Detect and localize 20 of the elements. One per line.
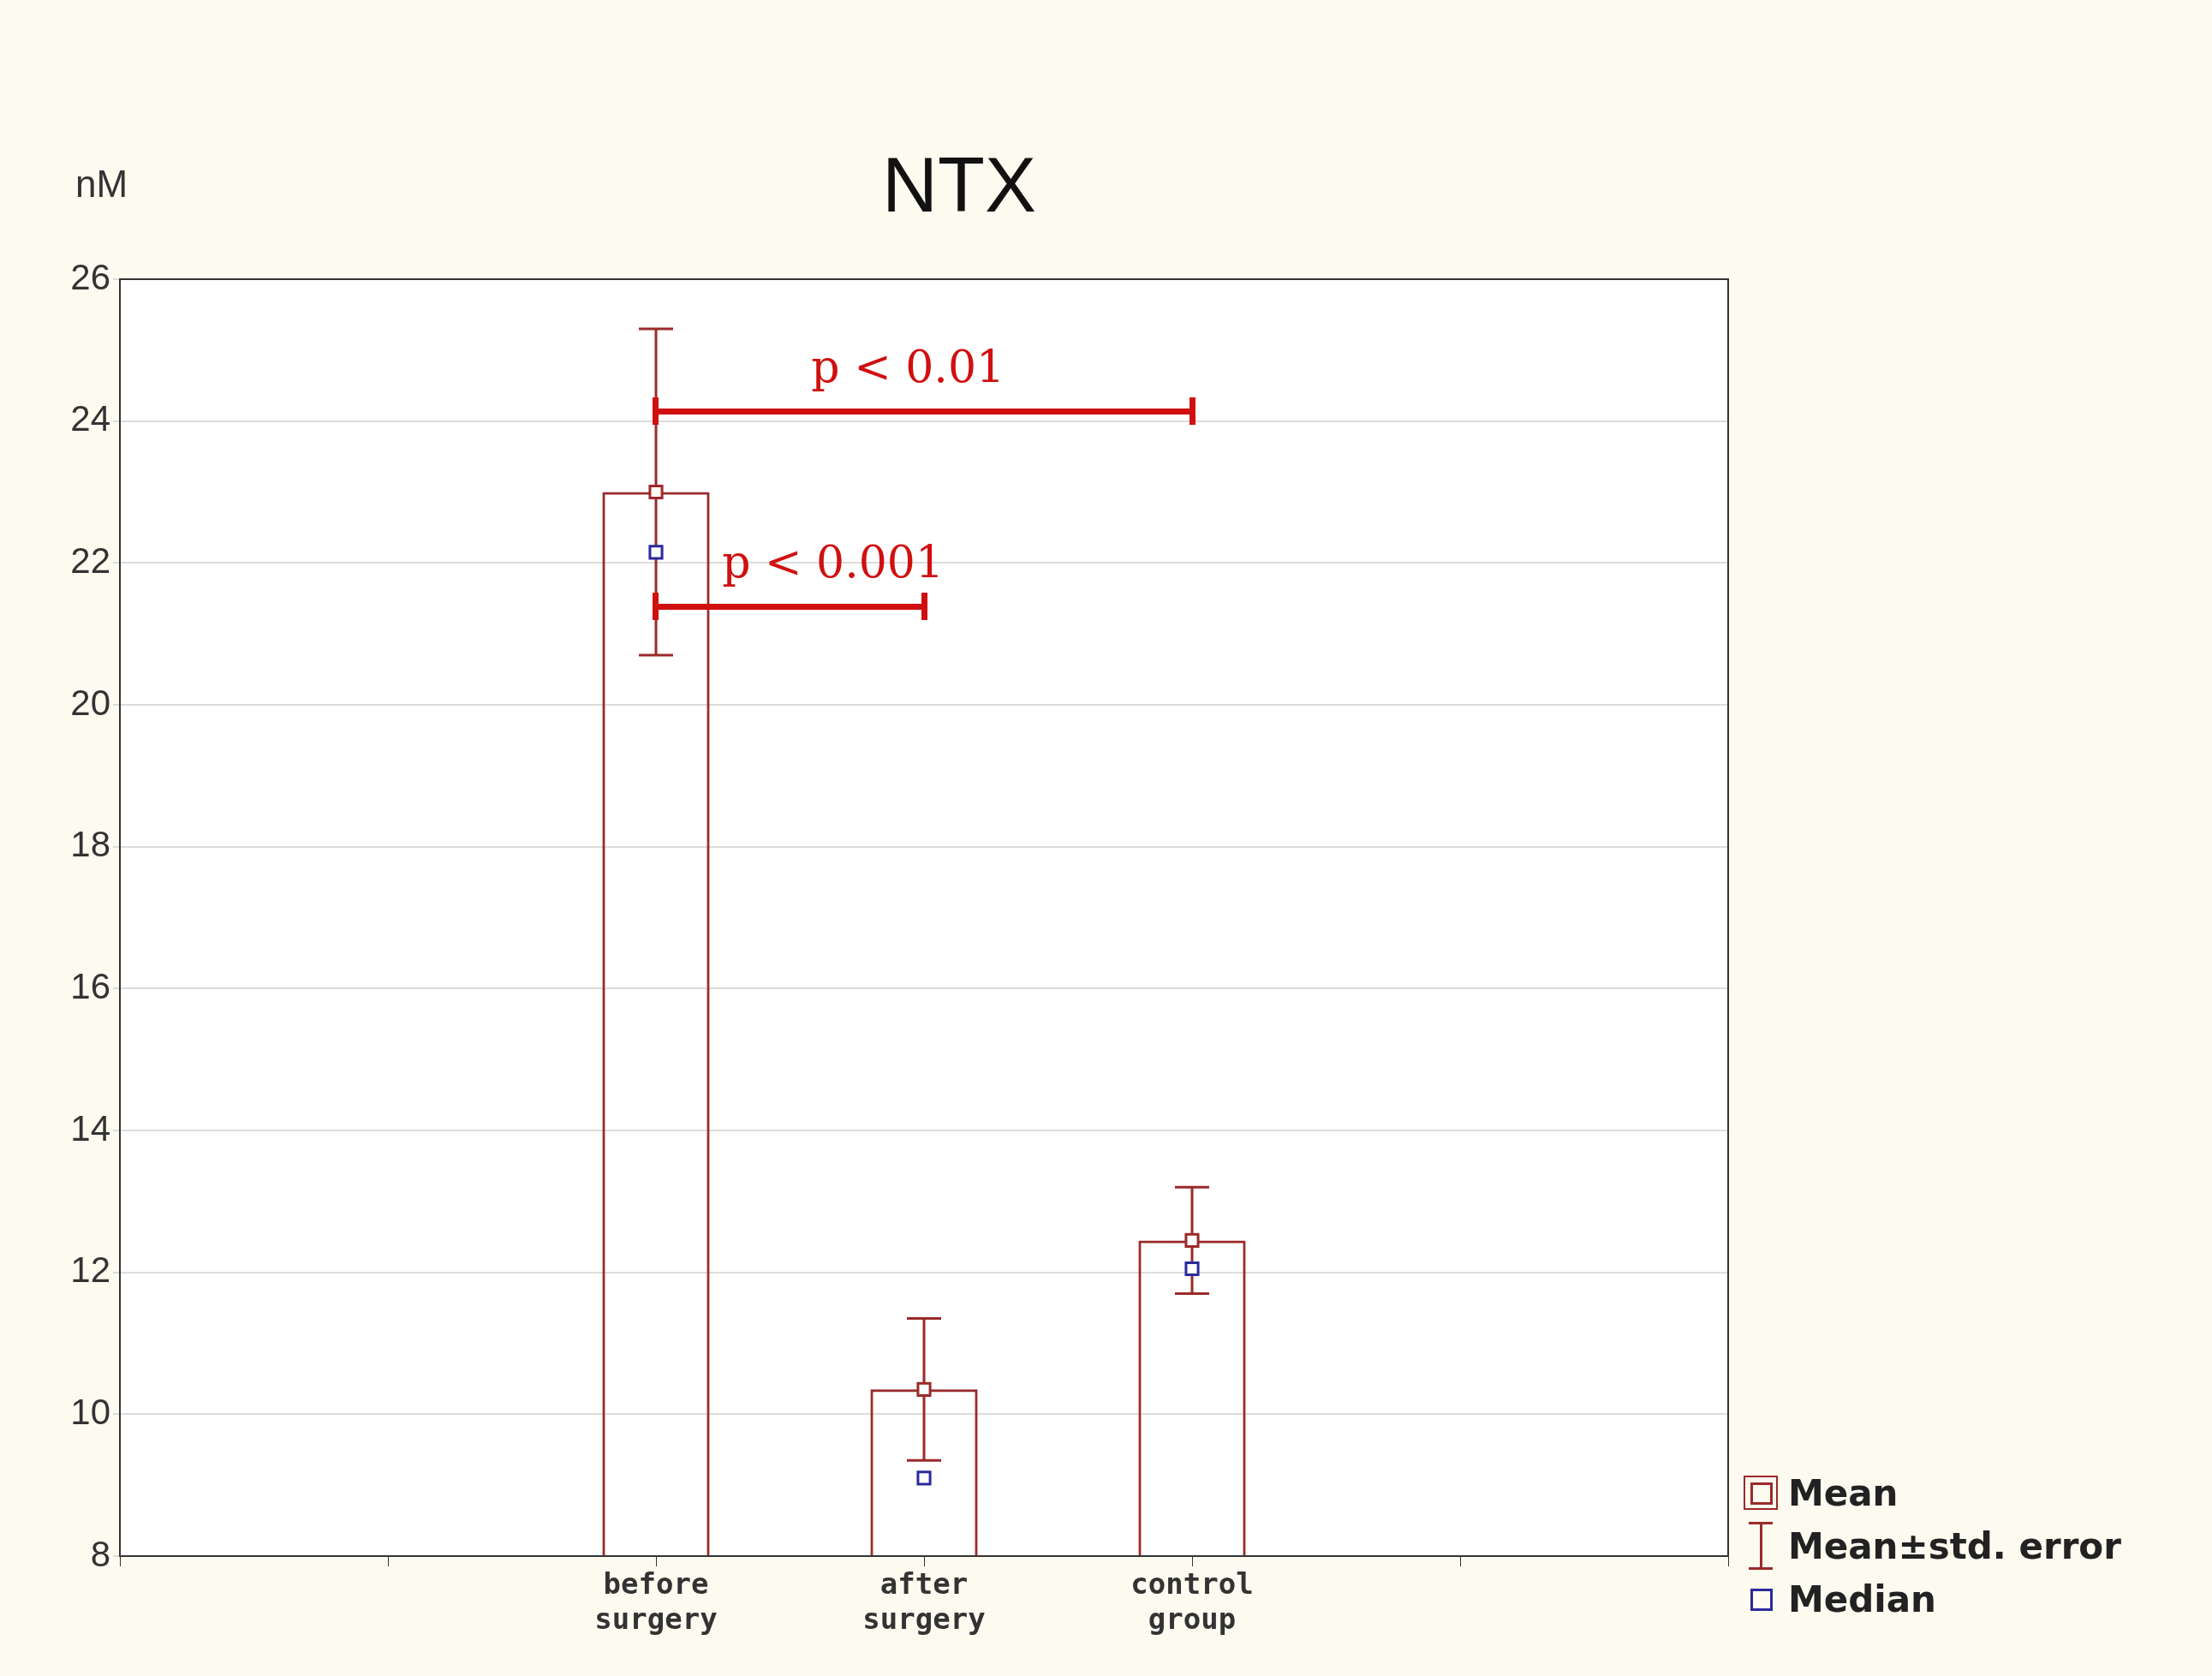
- y-tick-label: 26: [70, 256, 110, 297]
- legend-label: Median: [1788, 1578, 1936, 1620]
- x-tick-label: control group: [1130, 1566, 1254, 1637]
- y-tick-label: 14: [70, 1107, 110, 1148]
- y-tick-label: 8: [90, 1533, 110, 1574]
- annotation: p < 0.01: [811, 340, 1005, 392]
- y-tick-label: 24: [70, 398, 110, 439]
- legend-label: Mean: [1788, 1471, 1899, 1514]
- y-axis-title: nM: [75, 163, 128, 206]
- x-tick-label: after surgery: [862, 1566, 986, 1637]
- y-tick-label: 20: [70, 682, 110, 723]
- y-tick-label: 16: [70, 965, 110, 1006]
- y-tick-label: 12: [70, 1250, 110, 1291]
- y-tick-label: 18: [70, 824, 110, 865]
- y-tick-label: 22: [70, 540, 110, 581]
- chart-title: NTX: [881, 141, 1037, 230]
- text: Mean±std. error: [1788, 1524, 2121, 1567]
- y-tick-label: 10: [70, 1391, 110, 1432]
- annotation: p < 0.001: [722, 535, 944, 587]
- x-tick-label: before surgery: [594, 1566, 718, 1637]
